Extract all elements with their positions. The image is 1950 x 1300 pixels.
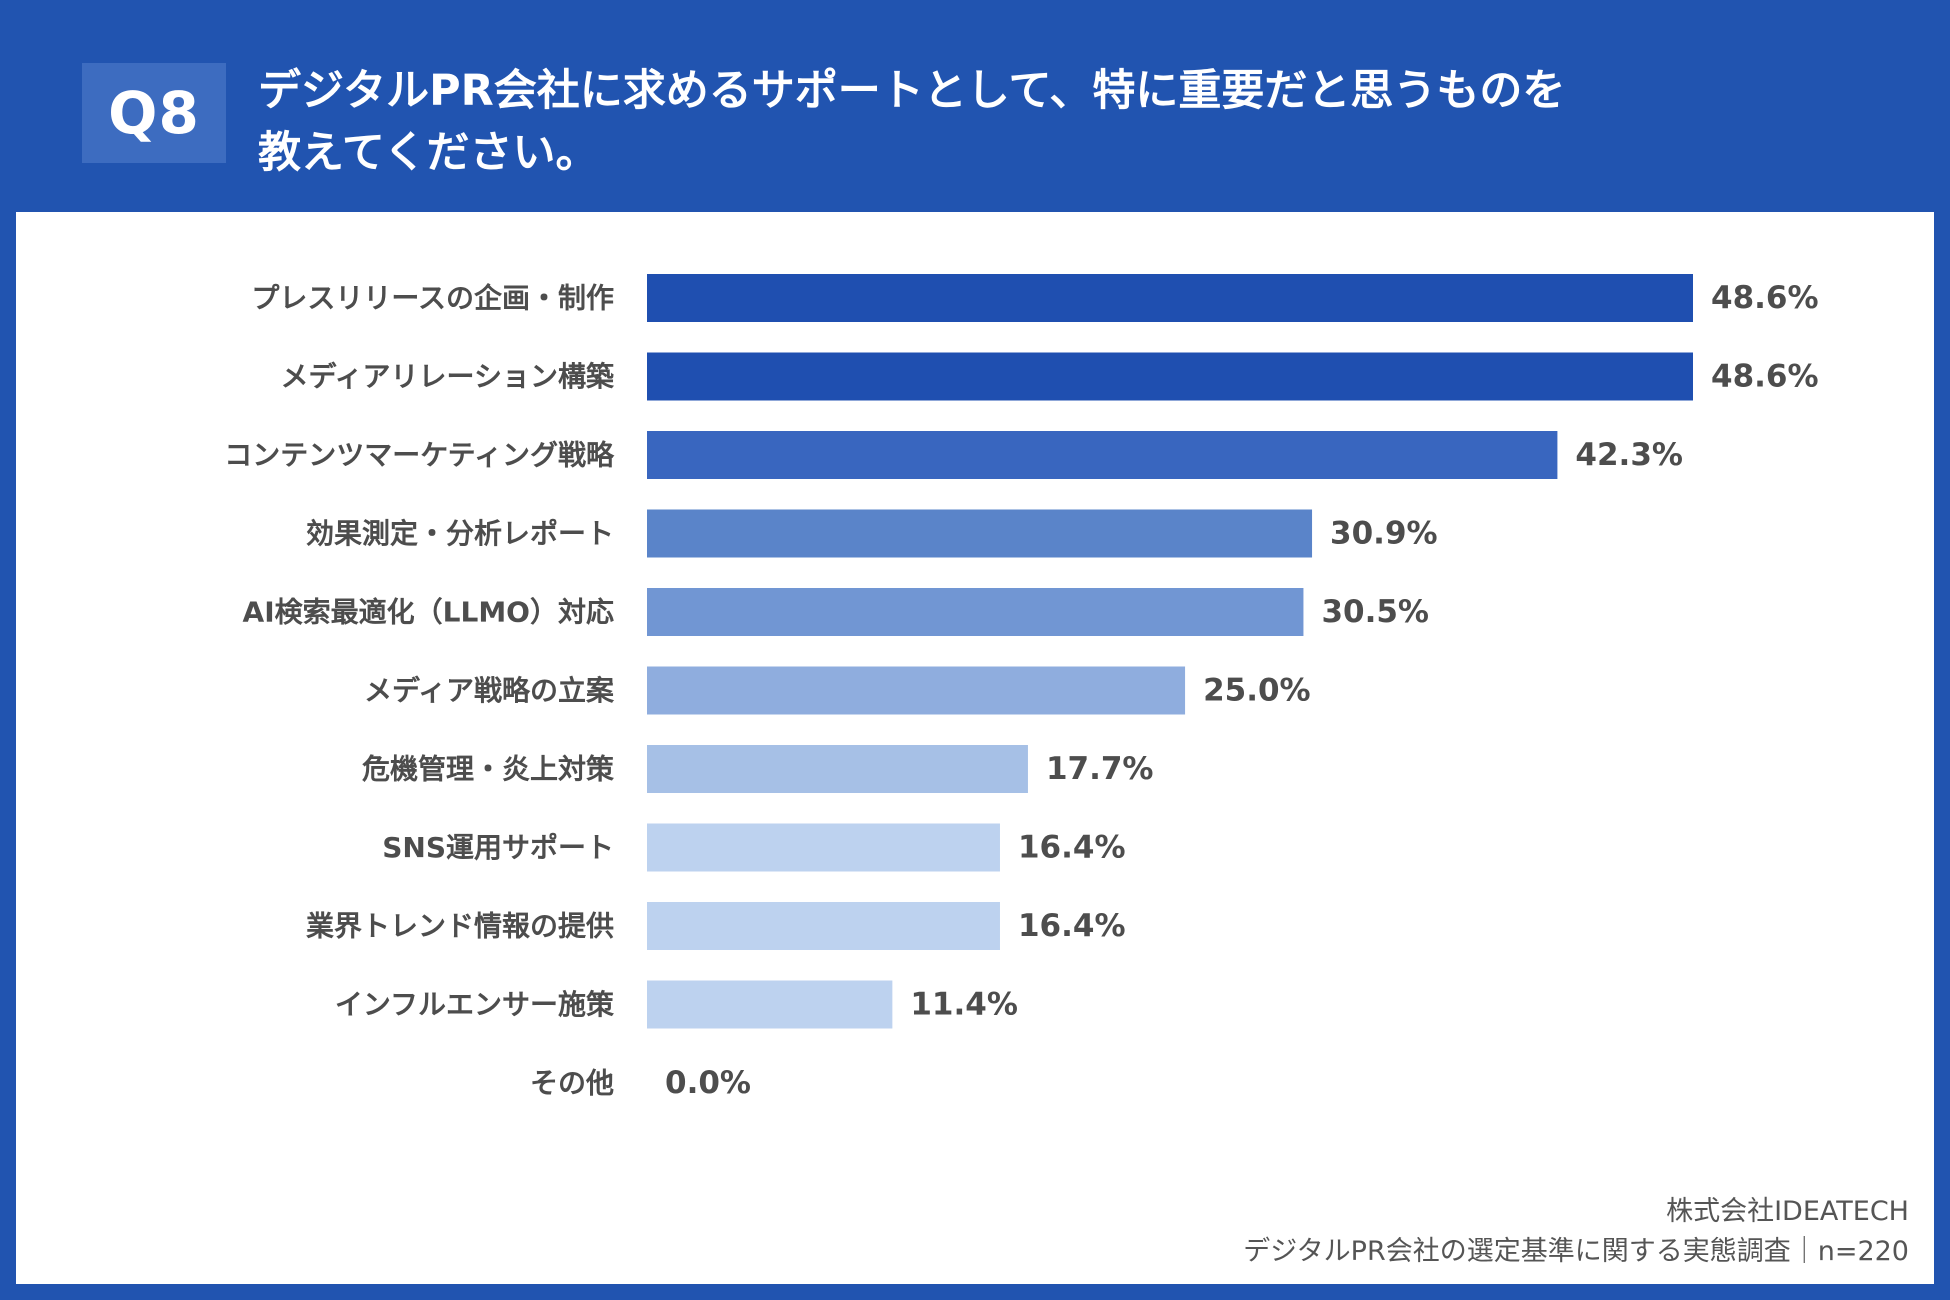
bar	[647, 509, 1313, 558]
question-number-badge: Q8	[82, 63, 226, 163]
category-label: メディアリレーション構築	[281, 360, 615, 393]
value-label: 30.5%	[1321, 594, 1429, 630]
bar	[647, 823, 1000, 872]
category-label: 危機管理・炎上対策	[362, 753, 614, 786]
question-title-line-1: デジタルPR会社に求めるサポートとして、特に重要だと思うものを	[258, 66, 1566, 116]
value-label: 16.4%	[1018, 830, 1126, 866]
category-label: メディア戦略の立案	[364, 674, 615, 707]
value-label: 17.7%	[1046, 751, 1154, 787]
chart-panel: プレスリリースの企画・制作 48.6% メディアリレーション構築 48.6% コンテンツ…	[16, 212, 1934, 1284]
source-survey: デジタルPR会社の選定基準に関する実態調査｜n=220	[1243, 1236, 1909, 1267]
bar	[647, 980, 893, 1029]
question-title-line-2: 教えてください。	[258, 128, 599, 178]
value-label: 30.9%	[1330, 516, 1438, 552]
value-label: 48.6%	[1711, 359, 1819, 395]
question-title: デジタルPR会社に求めるサポートとして、特に重要だと思うものを 教えてください。	[258, 60, 1858, 184]
value-label: 48.6%	[1711, 280, 1819, 316]
category-label: AI検索最適化（LLMO）対応	[243, 596, 614, 629]
bar	[647, 352, 1693, 401]
value-label: 16.4%	[1018, 908, 1126, 944]
source-company: 株式会社IDEATECH	[1666, 1196, 1909, 1227]
value-label: 25.0%	[1203, 673, 1311, 709]
value-label: 0.0%	[665, 1065, 751, 1101]
bar	[647, 666, 1186, 715]
category-label: 効果測定・分析レポート	[306, 517, 614, 550]
source-note: 株式会社IDEATECH デジタルPR会社の選定基準に関する実態調査｜n=220	[1243, 1192, 1909, 1272]
bar	[647, 745, 1028, 793]
category-label: コンテンツマーケティング戦略	[224, 439, 615, 472]
category-label: 業界トレンド情報の提供	[306, 910, 614, 943]
value-label: 42.3%	[1575, 437, 1683, 473]
bar	[647, 431, 1558, 479]
bar	[647, 902, 1000, 950]
value-label: 11.4%	[910, 987, 1018, 1023]
bar	[647, 274, 1693, 322]
category-label: その他	[530, 1067, 614, 1100]
category-label: SNS運用サポート	[382, 831, 614, 864]
category-label: インフルエンサー施策	[335, 988, 614, 1021]
bar	[647, 588, 1304, 636]
bar-chart: プレスリリースの企画・制作 48.6% メディアリレーション構築 48.6% コンテンツ…	[224, 274, 1819, 1101]
category-label: プレスリリースの企画・制作	[251, 282, 614, 315]
